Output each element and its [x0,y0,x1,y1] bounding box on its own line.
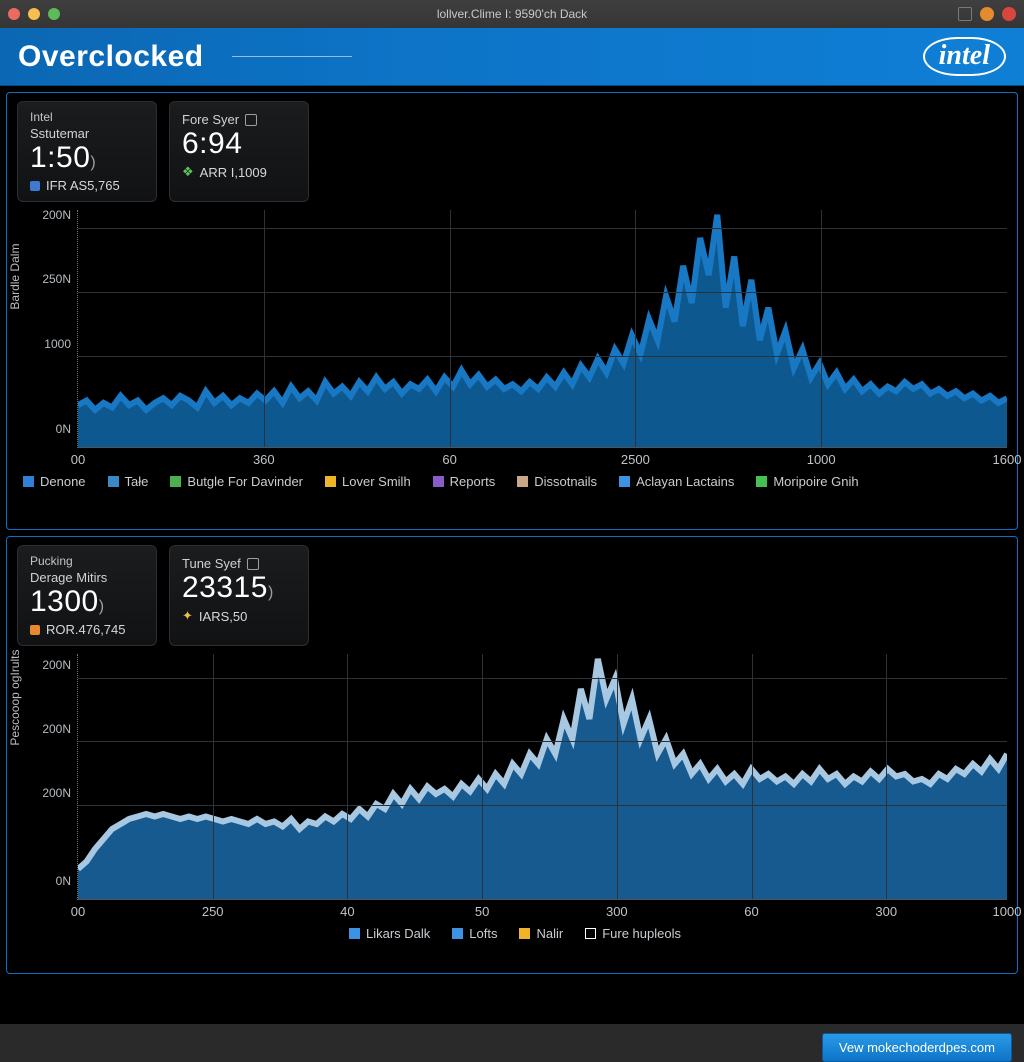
stat-sublabel: Sstutemar [30,126,140,141]
window-controls [8,8,60,20]
stat-sublabel: Derage Mitirs [30,570,140,585]
stat-row-top: Intel Sstutemar 1:50) IFR AS5,765 Fore S… [17,101,1007,202]
panel-top: Intel Sstutemar 1:50) IFR AS5,765 Fore S… [6,92,1018,530]
square-icon [30,625,40,635]
legend-top: Denone Tałe Butgle For Davinder Lover Smilh… [17,474,1007,489]
y-axis-label: Bardle Dalm [8,244,22,310]
y-axis-label: Pescooop ogIrults [8,650,22,746]
legend-label: Aclayan Lactains [636,474,734,489]
legend-label: Tałe [125,474,149,489]
maximize-icon[interactable] [48,8,60,20]
stat-footer: ✦IARS,50 [182,608,292,624]
content: Intel Sstutemar 1:50) IFR AS5,765 Fore S… [0,86,1024,1024]
legend-item[interactable]: Lover Smilh [325,474,411,489]
legend-swatch [519,928,530,939]
box-icon [245,114,257,126]
stat-sublabel: Fore Syer [182,112,292,127]
flame-icon: ❖ [182,164,194,180]
legend-swatch [756,476,767,487]
minimize-icon[interactable] [28,8,40,20]
legend-label: Likars Dalk [366,926,430,941]
banner-divider [232,56,352,57]
intel-logo: intel [923,37,1006,77]
stat-footer: ❖ARR I,1009 [182,164,292,180]
plot-area[interactable]: 002504050300603001000 [77,654,1007,900]
box-icon [247,558,259,570]
legend-label: Butgle For Davinder [187,474,303,489]
legend-item[interactable]: Fure hupleols [585,926,681,941]
stat-card-packing: Pucking Derage Mitirs 1300) ROR.476,745 [17,545,157,646]
stat-footer: ROR.476,745 [30,622,140,637]
legend-item[interactable]: Lofts [452,926,497,941]
legend-item[interactable]: Butgle For Davinder [170,474,303,489]
legend-item[interactable]: Reports [433,474,496,489]
stat-label: Pucking [30,554,140,568]
legend-item[interactable]: Denone [23,474,86,489]
legend-item[interactable]: Tałe [108,474,149,489]
stat-card-system: Intel Sstutemar 1:50) IFR AS5,765 [17,101,157,202]
stat-row-bottom: Pucking Derage Mitirs 1300) ROR.476,745 … [17,545,1007,646]
legend-swatch [585,928,596,939]
titlebar-right [958,7,1016,21]
legend-label: Reports [450,474,496,489]
footer: Vew mokechoderdpes.com [6,980,1018,1020]
area-chart [78,210,1007,447]
legend-swatch [349,928,360,939]
titlebar-option-icon[interactable] [958,7,972,21]
panel-bottom: Pucking Derage Mitirs 1300) ROR.476,745 … [6,536,1018,974]
chart-bottom: Pescooop ogIrults 200N200N200N0N 0025040… [17,654,1007,900]
titlebar-dot-orange[interactable] [980,7,994,21]
stat-sublabel: Tune Syef [182,556,292,571]
legend-item[interactable]: Dissotnails [517,474,597,489]
legend-swatch [170,476,181,487]
banner: Overclocked intel [0,28,1024,86]
legend-item[interactable]: Likars Dalk [349,926,430,941]
area-chart [78,654,1007,899]
legend-swatch [23,476,34,487]
legend-swatch [619,476,630,487]
legend-item[interactable]: Aclayan Lactains [619,474,734,489]
legend-swatch [433,476,444,487]
legend-label: Moripoire Gnih [773,474,858,489]
stat-value: 1:50) [30,141,140,174]
stat-value: 6:94 [182,127,292,160]
legend-swatch [517,476,528,487]
legend-swatch [325,476,336,487]
legend-item[interactable]: Nalir [519,926,563,941]
legend-label: Fure hupleols [602,926,681,941]
legend-label: Dissotnails [534,474,597,489]
stat-label: Intel [30,110,140,124]
legend-swatch [108,476,119,487]
titlebar: lollver.Clime I: 9590'ch Dack [0,0,1024,28]
stat-value: 1300) [30,585,140,618]
square-icon [30,181,40,191]
legend-bottom: Likars Dalk Lofts Nalir Fure hupleols [17,926,1007,941]
legend-label: Denone [40,474,86,489]
close-icon[interactable] [8,8,20,20]
y-axis: Bardle Dalm 200N250N10000N [17,210,77,448]
y-axis: Pescooop ogIrults 200N200N200N0N [17,654,77,900]
legend-item[interactable]: Moripoire Gnih [756,474,858,489]
view-link-button[interactable]: Vew mokechoderdpes.com [822,1033,1012,1062]
stat-card-tune: Tune Syef 23315) ✦IARS,50 [169,545,309,646]
star-icon: ✦ [182,608,193,624]
legend-label: Lofts [469,926,497,941]
legend-label: Nalir [536,926,563,941]
legend-label: Lover Smilh [342,474,411,489]
window-title: lollver.Clime I: 9590'ch Dack [437,7,587,21]
titlebar-dot-red[interactable] [1002,7,1016,21]
chart-top: Bardle Dalm 200N250N10000N 0036060250010… [17,210,1007,448]
legend-swatch [452,928,463,939]
stat-footer: IFR AS5,765 [30,178,140,193]
stat-value: 23315) [182,571,292,604]
stat-card-fore: Fore Syer 6:94 ❖ARR I,1009 [169,101,309,202]
page-title: Overclocked [18,40,204,74]
plot-area[interactable]: 0036060250010001600 [77,210,1007,448]
